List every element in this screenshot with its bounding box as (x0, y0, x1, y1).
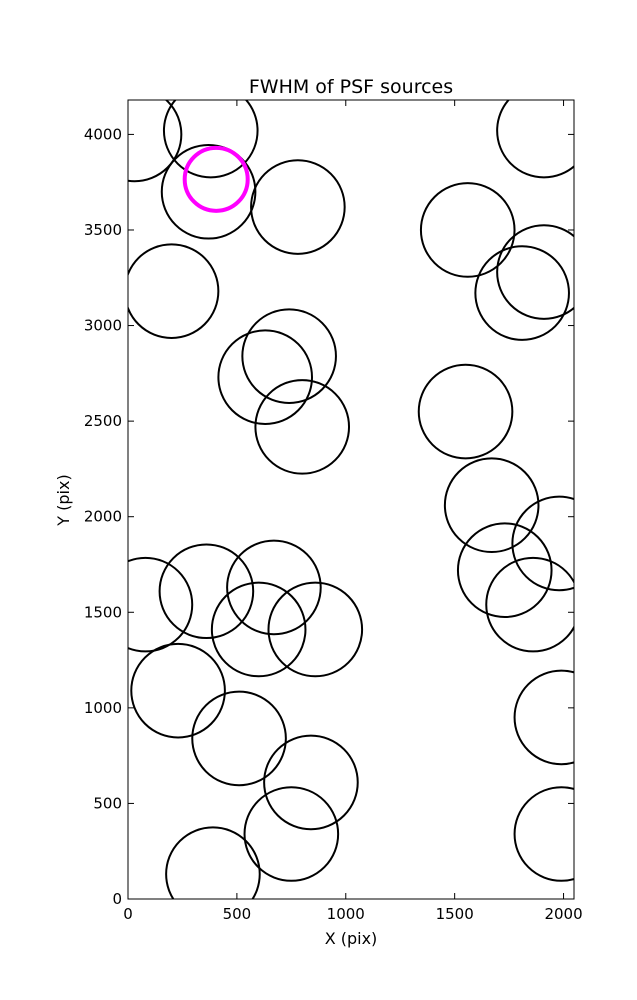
source-circle-9 (128, 243, 220, 339)
x-tick-label-1000: 1000 (327, 905, 365, 923)
y-tick-label-4000: 4000 (84, 125, 122, 143)
y-tick-label-2000: 2000 (84, 508, 122, 526)
y-tick-label-1500: 1500 (84, 603, 122, 621)
chart-title: FWHM of PSF sources (249, 76, 453, 98)
source-circle-24 (191, 690, 287, 787)
data-layer (128, 100, 574, 899)
highlight-circle (182, 145, 250, 213)
source-circle-16 (456, 522, 553, 619)
source-circle-2 (162, 100, 259, 179)
source-circle-19 (158, 543, 255, 640)
source-circle-25 (513, 669, 574, 766)
y-tick-label-1000: 1000 (84, 699, 122, 717)
y-tick-label-2500: 2500 (84, 412, 122, 430)
source-circle-28 (165, 826, 261, 899)
source-circle-20 (226, 539, 322, 636)
x-tick-label-1500: 1500 (436, 905, 474, 923)
source-circle-10 (241, 308, 337, 404)
x-tick-label-500: 500 (223, 905, 252, 923)
source-circle-22 (267, 581, 364, 678)
source-circle-17 (485, 556, 574, 653)
source-circle-18 (128, 556, 194, 653)
source-circle-5 (419, 182, 516, 278)
source-circle-8 (474, 245, 570, 341)
source-circle-29 (513, 786, 574, 882)
source-circle-3 (160, 143, 257, 240)
source-circle-23 (130, 642, 226, 739)
y-tick-label-3000: 3000 (84, 317, 122, 335)
source-circle-12 (254, 379, 351, 475)
y-axis-label: Y (pix) (54, 474, 73, 526)
source-circle-11 (217, 329, 313, 425)
source-circle-4 (250, 159, 346, 255)
plot-frame (127, 99, 575, 900)
source-circle-27 (243, 786, 340, 882)
source-circle-6 (496, 100, 574, 179)
tick-layer: 0 500 1000 1500 2000 0 500 1000 1500 2000 2500 3000… (84, 100, 583, 923)
source-circle-1 (128, 100, 183, 183)
x-tick-label-2000: 2000 (544, 905, 582, 923)
x-tick-label-0: 0 (123, 905, 133, 923)
y-tick-label-3500: 3500 (84, 221, 122, 239)
source-circle-15 (511, 495, 574, 592)
source-circle-21 (210, 581, 307, 678)
source-circle-26 (263, 734, 359, 831)
x-axis-label: X (pix) (325, 929, 378, 948)
source-circle-7 (496, 224, 574, 320)
y-tick-label-500: 500 (93, 794, 122, 812)
y-tick-label-0: 0 (112, 890, 122, 908)
source-circle-14 (443, 457, 540, 554)
source-circle-13 (417, 363, 514, 460)
